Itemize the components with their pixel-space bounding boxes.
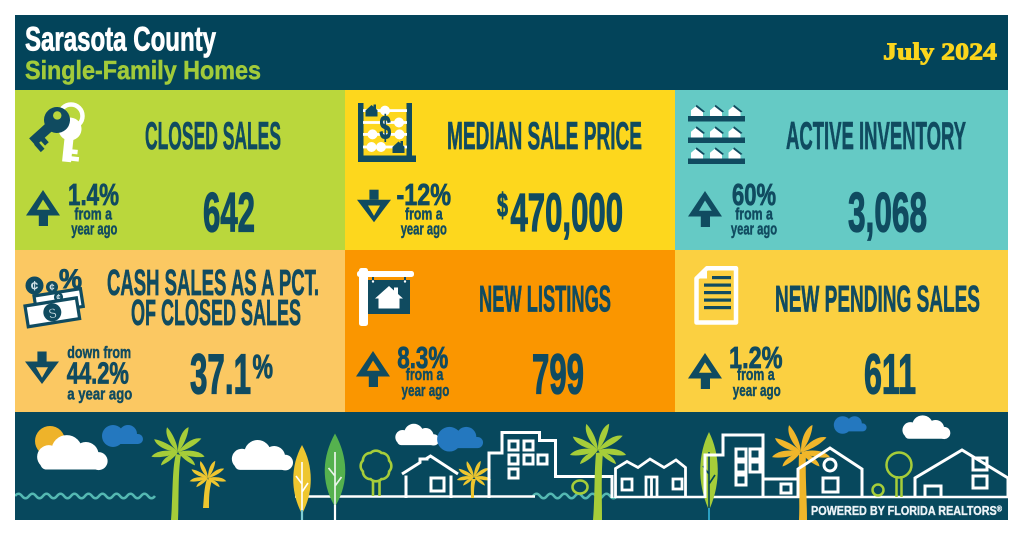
svg-text:$: $ xyxy=(47,305,58,323)
svg-text:from a: from a xyxy=(735,205,773,224)
svg-text:year ago: year ago xyxy=(731,219,777,238)
svg-text:year ago: year ago xyxy=(402,381,450,400)
svg-text:year ago: year ago xyxy=(733,381,781,400)
svg-text:NEW PENDING SALES: NEW PENDING SALES xyxy=(775,279,980,320)
svg-text:MEDIAN SALE PRICE: MEDIAN SALE PRICE xyxy=(447,115,642,158)
svg-text:3,068: 3,068 xyxy=(848,181,927,244)
svg-text:470,000: 470,000 xyxy=(511,183,624,243)
svg-text:OF CLOSED SALES: OF CLOSED SALES xyxy=(131,292,301,333)
svg-text:CLOSED SALES: CLOSED SALES xyxy=(145,115,281,158)
svg-text:$: $ xyxy=(497,187,508,224)
svg-text:37.1: 37.1 xyxy=(190,343,251,407)
svg-text:year ago: year ago xyxy=(71,219,117,238)
svg-text:611: 611 xyxy=(864,343,916,407)
svg-text:799: 799 xyxy=(532,343,584,407)
svg-text:NEW LISTINGS: NEW LISTINGS xyxy=(479,279,611,320)
svg-text:¢: ¢ xyxy=(56,293,61,302)
svg-text:from a: from a xyxy=(74,205,112,224)
svg-text:POWERED BY FLORIDA REALTORS®: POWERED BY FLORIDA REALTORS® xyxy=(811,503,1003,518)
svg-text:Single-Family Homes: Single-Family Homes xyxy=(25,55,261,85)
svg-text:44.2%: 44.2% xyxy=(67,356,129,391)
svg-text:CASH SALES AS A PCT.: CASH SALES AS A PCT. xyxy=(107,262,319,303)
svg-text:%: % xyxy=(59,264,82,294)
svg-text:%: % xyxy=(253,348,274,385)
svg-text:year ago: year ago xyxy=(401,219,447,238)
svg-text:from a: from a xyxy=(737,365,775,384)
svg-text:642: 642 xyxy=(203,181,255,244)
svg-text:from a: from a xyxy=(405,205,443,224)
svg-text:1.2%: 1.2% xyxy=(729,340,783,375)
svg-text:¢: ¢ xyxy=(31,278,39,294)
svg-text:-12%: -12% xyxy=(397,177,452,212)
svg-text:July 2024: July 2024 xyxy=(883,39,997,65)
svg-text:1.4%: 1.4% xyxy=(68,177,119,212)
svg-text:60%: 60% xyxy=(732,177,776,212)
svg-text:ACTIVE INVENTORY: ACTIVE INVENTORY xyxy=(786,115,966,158)
svg-text:down from: down from xyxy=(67,343,131,362)
svg-text:Sarasota County: Sarasota County xyxy=(25,20,216,58)
svg-text:8.3%: 8.3% xyxy=(397,340,448,375)
svg-text:¢: ¢ xyxy=(49,283,55,294)
svg-text:from a: from a xyxy=(406,365,444,384)
svg-text:a year ago: a year ago xyxy=(67,384,132,403)
svg-text:$: $ xyxy=(380,109,392,146)
